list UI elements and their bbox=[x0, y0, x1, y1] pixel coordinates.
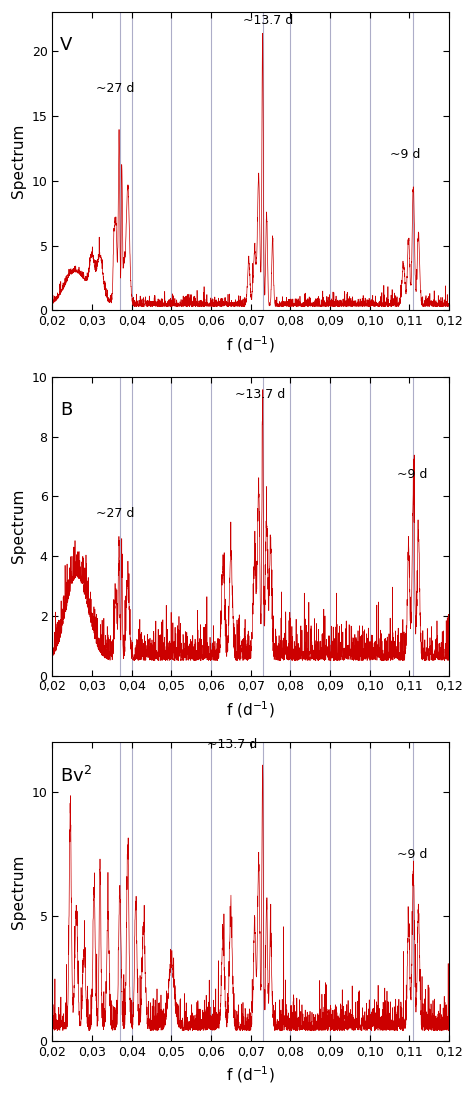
Text: ~13.7 d: ~13.7 d bbox=[207, 738, 257, 751]
X-axis label: f (d$^{-1}$): f (d$^{-1}$) bbox=[226, 334, 275, 355]
Text: Bv$^2$: Bv$^2$ bbox=[60, 766, 92, 786]
Text: V: V bbox=[60, 35, 73, 54]
Text: ~13.7 d: ~13.7 d bbox=[235, 388, 285, 401]
Text: ~27 d: ~27 d bbox=[96, 82, 135, 95]
Text: B: B bbox=[60, 401, 73, 419]
Text: ~9 d: ~9 d bbox=[390, 148, 420, 161]
Y-axis label: Spectrum: Spectrum bbox=[11, 854, 26, 928]
X-axis label: f (d$^{-1}$): f (d$^{-1}$) bbox=[226, 1064, 275, 1085]
Text: ~9 d: ~9 d bbox=[398, 848, 428, 861]
Y-axis label: Spectrum: Spectrum bbox=[11, 489, 26, 563]
Text: ~27 d: ~27 d bbox=[96, 507, 135, 521]
X-axis label: f (d$^{-1}$): f (d$^{-1}$) bbox=[226, 699, 275, 720]
Text: ~13.7 d: ~13.7 d bbox=[243, 13, 293, 26]
Text: ~9 d: ~9 d bbox=[398, 468, 428, 481]
Y-axis label: Spectrum: Spectrum bbox=[11, 124, 26, 198]
